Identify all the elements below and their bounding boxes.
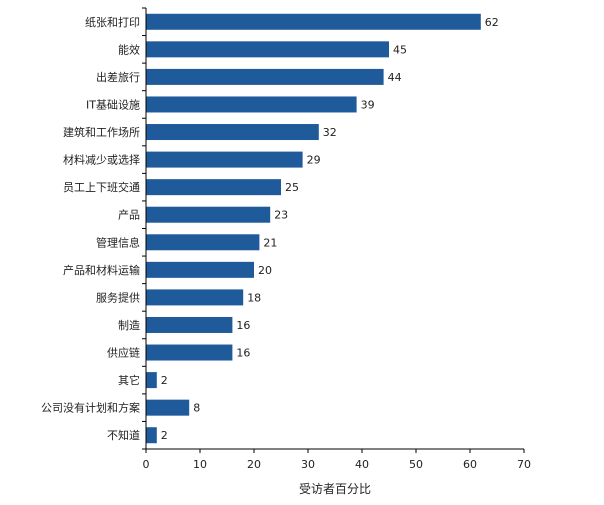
data-label: 45	[393, 43, 407, 56]
data-label: 25	[285, 181, 299, 194]
data-label: 16	[236, 319, 250, 332]
data-label: 8	[193, 402, 200, 415]
bar	[146, 316, 233, 333]
data-label: 29	[307, 154, 321, 167]
data-label: 20	[258, 264, 272, 277]
data-label: 32	[323, 126, 337, 139]
data-label: 2	[161, 429, 168, 442]
category-label: 其它	[118, 373, 140, 387]
bar	[146, 206, 271, 223]
bar	[146, 124, 319, 141]
x-tick-label: 20	[247, 458, 261, 471]
category-label: 产品	[118, 208, 140, 222]
bar	[146, 68, 384, 85]
x-tick-label: 30	[301, 458, 315, 471]
data-label: 39	[361, 98, 375, 111]
category-label: IT基础设施	[86, 98, 140, 111]
bar	[146, 372, 157, 389]
data-label: 2	[161, 374, 168, 387]
data-label: 23	[274, 209, 288, 222]
category-label: 不知道	[107, 428, 140, 442]
category-label: 建筑和工作场所	[63, 125, 140, 139]
bar	[146, 41, 389, 58]
category-label: 服务提供	[96, 290, 140, 304]
category-label: 出差旅行	[96, 70, 140, 84]
category-label: 产品和材料运输	[63, 263, 140, 277]
bar	[146, 427, 157, 444]
category-label: 制造	[118, 318, 140, 332]
bar	[146, 344, 233, 361]
data-label: 16	[236, 347, 250, 360]
data-label: 21	[263, 236, 277, 249]
bar	[146, 151, 303, 168]
category-label: 纸张和打印	[85, 15, 140, 29]
x-tick-label: 60	[463, 458, 477, 471]
x-tick-label: 40	[355, 458, 369, 471]
category-label: 材料减少或选择	[63, 153, 140, 167]
category-label: 管理信息	[96, 235, 140, 249]
category-label: 公司没有计划和方案	[41, 401, 140, 415]
x-tick-label: 50	[409, 458, 423, 471]
x-tick-label: 10	[193, 458, 207, 471]
x-tick-label: 0	[143, 458, 150, 471]
bar	[146, 261, 254, 278]
category-label: 供应链	[107, 346, 140, 360]
bar	[146, 399, 190, 416]
bar	[146, 234, 260, 251]
data-label: 44	[388, 71, 402, 84]
category-label: 能效	[118, 42, 140, 56]
bar	[146, 289, 244, 306]
category-label: 员工上下班交通	[63, 180, 140, 194]
data-label: 18	[247, 291, 261, 304]
bar	[146, 13, 481, 30]
bar	[146, 96, 357, 113]
x-axis-title: 受访者百分比	[299, 482, 371, 496]
x-tick-label: 70	[517, 458, 531, 471]
bar	[146, 179, 281, 196]
data-label: 62	[485, 16, 499, 29]
